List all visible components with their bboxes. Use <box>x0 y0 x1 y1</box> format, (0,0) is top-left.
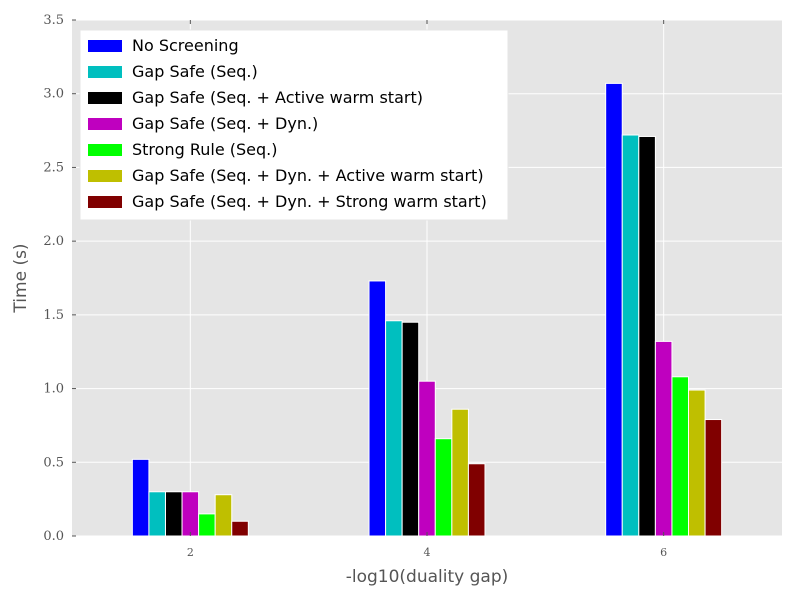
bar <box>451 408 469 537</box>
x-axis-title: -log10(duality gap) <box>346 567 509 587</box>
x-tick-label: 6 <box>660 546 667 559</box>
bar <box>688 389 706 537</box>
y-tick-label: 0.0 <box>43 529 64 544</box>
legend-swatch <box>88 118 122 130</box>
legend-box <box>79 29 509 221</box>
y-tick-label: 1.5 <box>43 308 64 323</box>
bar <box>401 321 420 537</box>
bars <box>131 82 723 537</box>
y-tick-label: 2.0 <box>43 234 64 249</box>
bar <box>181 491 200 537</box>
y-tick-label: 1.0 <box>43 382 64 397</box>
legend-label: Gap Safe (Seq. + Dyn. + Strong warm star… <box>132 192 487 211</box>
bar <box>164 491 183 537</box>
bar <box>198 513 216 537</box>
y-tick-label: 3.5 <box>43 13 64 28</box>
legend-swatch <box>88 92 122 104</box>
bar <box>214 494 233 537</box>
bar <box>434 438 453 537</box>
y-tick-label: 0.5 <box>43 455 64 470</box>
bar <box>368 280 387 537</box>
bar <box>231 520 249 537</box>
legend: No Screening Gap Safe (Seq.) Gap Safe (Seq… <box>79 29 509 221</box>
bar <box>467 463 486 537</box>
legend-swatch <box>88 170 122 182</box>
legend-swatch <box>88 144 122 156</box>
x-tick-label: 4 <box>424 546 431 559</box>
y-tick-label: 3.0 <box>43 87 64 102</box>
legend-label: Gap Safe (Seq. + Dyn. + Active warm star… <box>132 166 484 185</box>
legend-label: Gap Safe (Seq. + Dyn.) <box>132 114 318 133</box>
x-tick-label: 2 <box>187 546 194 559</box>
legend-label: Gap Safe (Seq.) <box>132 62 258 81</box>
y-tick-label: 2.5 <box>43 160 64 175</box>
bar <box>385 320 403 537</box>
bar <box>605 82 623 537</box>
y-axis-title: Time (s) <box>11 243 31 313</box>
legend-label: Strong Rule (Seq.) <box>132 140 277 159</box>
legend-swatch <box>88 66 122 78</box>
bar <box>621 134 640 537</box>
bar <box>131 458 150 537</box>
bar <box>148 491 166 537</box>
bar <box>654 340 673 537</box>
bar <box>418 380 436 537</box>
legend-swatch <box>88 196 122 208</box>
legend-label: Gap Safe (Seq. + Active warm start) <box>132 88 423 107</box>
bar <box>638 135 656 537</box>
legend-label: No Screening <box>132 36 239 55</box>
legend-swatch <box>88 40 122 52</box>
bar <box>704 419 723 537</box>
bar <box>671 376 690 537</box>
axis-ticks: 0.0 0.5 1.0 1.5 2.0 2.5 3.0 3.5 2 4 6 <box>43 13 667 559</box>
